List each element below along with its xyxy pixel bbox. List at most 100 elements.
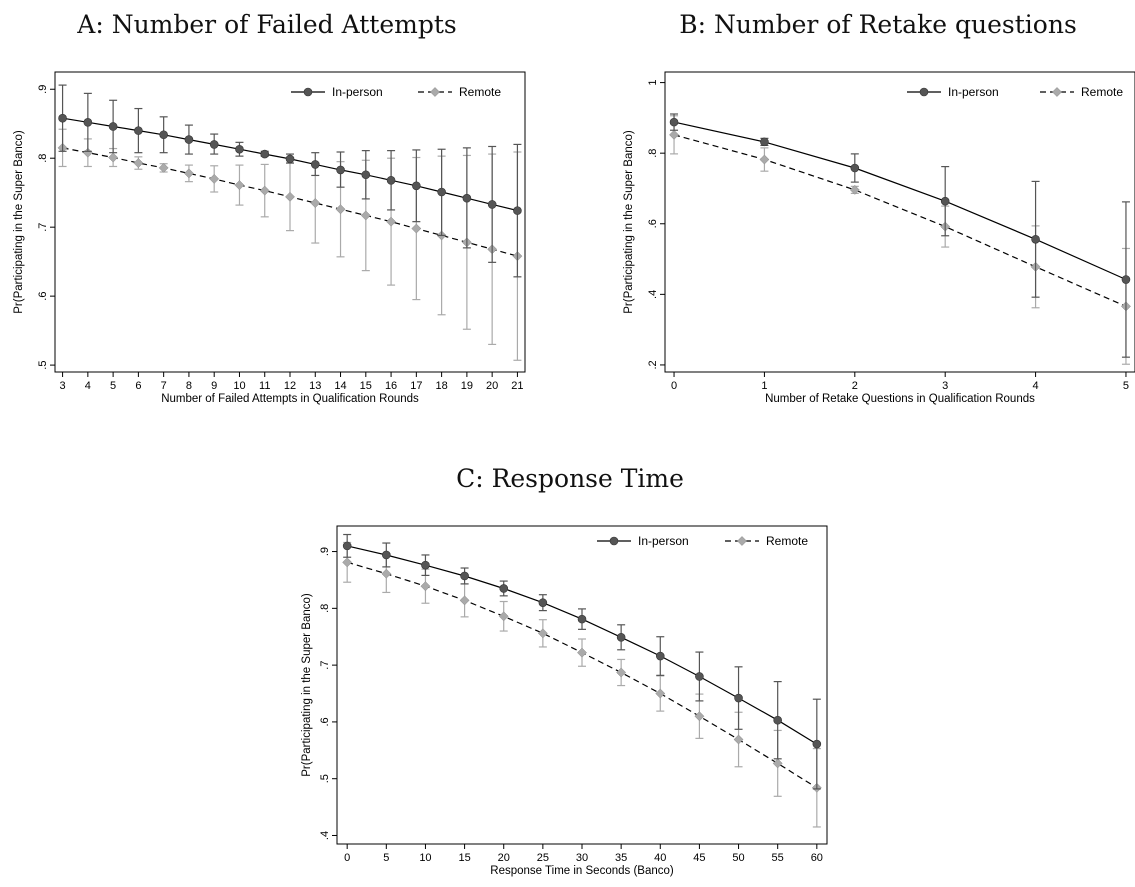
legend-marker	[304, 88, 312, 96]
data-point	[513, 207, 521, 215]
y-tick-label: .7	[319, 661, 331, 670]
x-tick-label: 3	[60, 380, 66, 392]
data-point	[343, 542, 351, 550]
plot-frame	[337, 526, 827, 844]
y-tick-label: .9	[319, 547, 331, 556]
data-point	[134, 158, 143, 167]
chart-panel-0: .5.6.7.8.93 4 5 6 7 8 9 10 11 12 13 14 15 16 17 18 19 20 2…	[13, 72, 525, 405]
x-tick-label: 4	[85, 380, 91, 392]
data-point	[412, 182, 420, 190]
x-tick-label: 13	[309, 380, 321, 392]
x-tick-label: 16	[385, 380, 397, 392]
x-tick-label: 20	[498, 852, 510, 864]
x-tick-label: 5	[1123, 380, 1129, 392]
x-tick-label: 5	[383, 852, 389, 864]
data-point	[734, 735, 743, 744]
y-tick-label: .6	[37, 292, 49, 301]
x-tick-label: 0	[671, 380, 677, 392]
legend-label: In-person	[638, 534, 689, 548]
data-point	[84, 118, 92, 126]
data-point	[760, 138, 768, 146]
data-point	[1032, 235, 1040, 243]
data-point	[343, 558, 352, 567]
x-tick-label: 18	[435, 380, 447, 392]
data-point	[336, 205, 345, 214]
x-tick-label: 17	[410, 380, 422, 392]
y-tick-label: .6	[319, 717, 331, 726]
x-tick-label: 15	[360, 380, 372, 392]
data-point	[460, 596, 469, 605]
legend: In-person Remote	[597, 534, 808, 548]
data-point	[735, 694, 743, 702]
data-point	[59, 114, 67, 122]
x-tick-label: 8	[186, 380, 192, 392]
data-point	[386, 217, 395, 226]
x-tick-label: 6	[135, 380, 141, 392]
legend-marker	[737, 536, 746, 545]
data-point	[539, 599, 547, 607]
series-remote	[669, 116, 1130, 364]
data-point	[463, 194, 471, 202]
x-tick-label: 60	[811, 852, 823, 864]
data-point	[851, 164, 859, 172]
data-point	[311, 198, 320, 207]
chart-panel-1: .2 .4 .6 .8 1 0 1 2 3 4 5 Number of Retake Question…	[623, 72, 1135, 405]
y-tick-label: 1	[647, 80, 659, 86]
data-point	[210, 174, 219, 183]
y-axis-label: Pr(Participating in the Super Banco)	[623, 130, 635, 314]
data-point	[109, 122, 117, 130]
data-point	[500, 584, 508, 592]
data-point	[421, 582, 430, 591]
data-point	[669, 130, 678, 139]
x-tick-label: 20	[486, 380, 498, 392]
x-tick-label: 10	[419, 852, 431, 864]
x-axis-label: Number of Failed Attempts in Qualificati…	[161, 393, 419, 405]
data-point	[160, 131, 168, 139]
x-tick-label: 50	[732, 852, 744, 864]
data-point	[461, 572, 469, 580]
data-point	[813, 740, 821, 748]
data-point	[286, 155, 294, 163]
data-point	[617, 668, 626, 677]
data-point	[261, 150, 269, 158]
x-axis-label: Response Time in Seconds (Banco)	[490, 865, 674, 877]
data-point	[656, 652, 664, 660]
y-tick-label: .6	[647, 219, 659, 228]
data-point	[941, 197, 949, 205]
y-tick-label: .5	[37, 361, 49, 370]
data-point	[382, 551, 390, 559]
legend-marker	[610, 537, 618, 545]
x-tick-label: 7	[161, 380, 167, 392]
data-point	[361, 211, 370, 220]
data-point	[421, 561, 429, 569]
data-point	[210, 140, 218, 148]
chart-panel-2: .4 .5 .6 .7 .8 .9 0 5 10 15 20 25 30 35 40 45 50 55 60 Resp…	[301, 526, 827, 877]
data-point	[577, 648, 586, 657]
series-remote	[58, 129, 522, 360]
data-point	[695, 712, 704, 721]
x-tick-label: 35	[615, 852, 627, 864]
legend-marker	[1052, 87, 1061, 96]
x-tick-label: 10	[233, 380, 245, 392]
legend-marker	[920, 88, 928, 96]
y-tick-label: .9	[37, 85, 49, 94]
plot-frame	[665, 72, 1135, 372]
legend: In-person Remote	[907, 85, 1123, 99]
x-tick-label: 14	[334, 380, 346, 392]
data-point	[185, 136, 193, 144]
data-point	[499, 612, 508, 621]
series-line	[347, 562, 817, 788]
data-point	[617, 633, 625, 641]
y-tick-label: .2	[647, 360, 659, 369]
data-point	[184, 169, 193, 178]
x-tick-label: 25	[537, 852, 549, 864]
data-point	[260, 186, 269, 195]
x-tick-label: 4	[1033, 380, 1039, 392]
legend-label: Remote	[459, 85, 501, 99]
legend-label: Remote	[1081, 85, 1123, 99]
legend-label: Remote	[766, 534, 808, 548]
data-point	[285, 192, 294, 201]
y-tick-label: .8	[37, 154, 49, 163]
legend-label: In-person	[948, 85, 999, 99]
